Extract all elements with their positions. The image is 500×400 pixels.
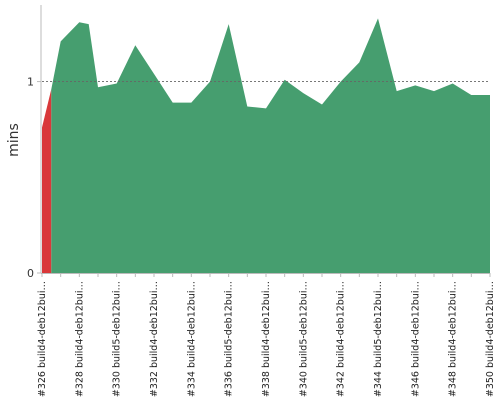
x-tick-label: #348 build4-deb12bui… <box>448 281 459 397</box>
x-ticks: #326 build4-deb12bui… #328 build4-deb12bu… <box>37 273 496 397</box>
y-tick-label: 1 <box>27 76 34 89</box>
x-tick-label: #332 build4-deb12bui… <box>149 281 160 397</box>
area-series-success <box>51 18 491 274</box>
y-tick-label: 0 <box>27 267 34 280</box>
y-ticks: 01 <box>27 76 41 280</box>
area-series-failed <box>42 89 52 273</box>
x-tick-label: #328 build4-deb12bui… <box>74 281 85 397</box>
x-tick-label: #344 build5-deb12bui… <box>373 281 384 397</box>
x-tick-label: #326 build4-deb12bui… <box>37 281 48 397</box>
area-series-layer <box>42 18 491 274</box>
x-tick-label: #340 build5-deb12bui… <box>298 281 309 397</box>
x-tick-label: #334 build4-deb12bui… <box>186 281 197 397</box>
x-tick-label: #342 build4-deb12bui… <box>336 281 347 397</box>
x-tick-label: #346 build4-deb12bui… <box>410 281 421 397</box>
x-tick-label: #350 build4-deb12bui… <box>485 281 496 397</box>
x-tick-label: #336 build5-deb12bui… <box>224 281 235 397</box>
y-axis-label: mins <box>6 123 22 157</box>
x-tick-label: #330 build5-deb12bui… <box>112 281 123 397</box>
x-tick-label: #338 build4-deb12bui… <box>261 281 272 397</box>
